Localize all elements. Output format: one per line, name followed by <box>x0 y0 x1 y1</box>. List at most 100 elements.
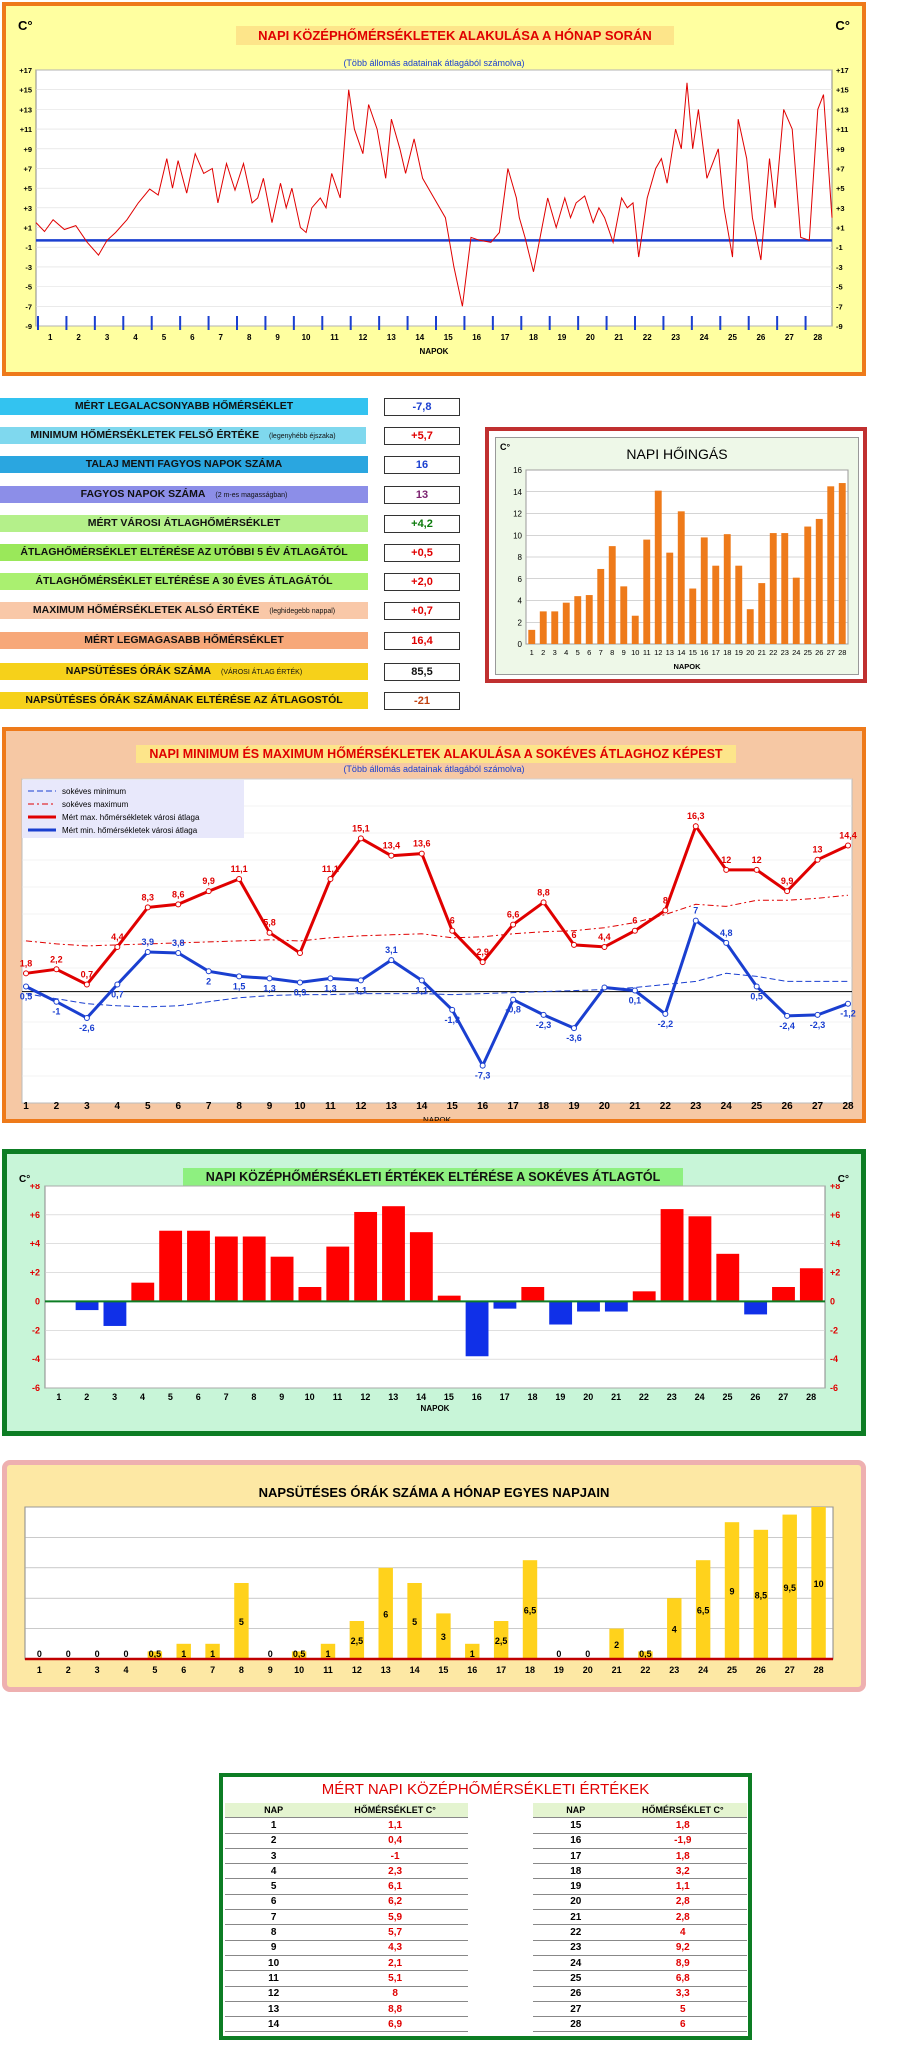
chart1-xtick: 11 <box>330 333 339 342</box>
chart4-unit-left: C° <box>19 1174 31 1185</box>
table-row: 22 4 <box>533 1924 747 1941</box>
temp-cell: 0,4 <box>322 1833 468 1849</box>
table-row: 18 3,2 <box>533 1863 747 1880</box>
stat-label-text: MÉRT LEGMAGASABB HŐMÉRSÉKLET <box>84 633 284 646</box>
table-row: 21 2,8 <box>533 1909 747 1926</box>
chart1-ytick-left: -3 <box>25 263 32 272</box>
chart2-bar <box>723 534 731 644</box>
chart4-ytick-left: +4 <box>30 1239 40 1249</box>
chart2-ytick: 12 <box>513 510 522 519</box>
chart1-xtick: 12 <box>358 333 367 342</box>
chart3-min-point <box>784 1012 791 1019</box>
chart1-ytick-left: +15 <box>19 86 32 95</box>
chart4-bar <box>493 1301 517 1309</box>
chart4-bar <box>604 1301 628 1312</box>
chart2-ytick: 8 <box>518 553 523 562</box>
chart2-bar <box>585 595 593 644</box>
chart3-min-point <box>144 949 151 956</box>
chart4-bar <box>214 1236 238 1302</box>
chart2-ytick: 4 <box>518 597 523 606</box>
chart5-bar-label: 0 <box>268 1649 273 1659</box>
table-row: 3 -1 <box>225 1848 468 1865</box>
chart5-bar <box>493 1621 509 1659</box>
chart5-xtick: 1 <box>37 1665 42 1675</box>
table-row: 26 3,3 <box>533 1986 747 2002</box>
chart1-ytick-right: -3 <box>836 263 843 272</box>
stat-value: 16,4 <box>384 631 460 650</box>
chart4-unit-right: C° <box>837 1174 849 1185</box>
chart4-xtick: 23 <box>667 1392 677 1402</box>
chart5-title: NAPSÜTÉSES ÓRÁK SZÁMA A HÓNAP EGYES NAPJ… <box>258 1485 610 1500</box>
chart3-min-label: -7,3 <box>475 1071 491 1081</box>
temp-cell: 4 <box>618 1924 747 1941</box>
chart3-max-point <box>388 852 395 859</box>
chart3-max-point <box>510 921 517 928</box>
chart3-max-label: 6 <box>571 930 576 940</box>
day-cell: 6 <box>225 1894 323 1911</box>
chart2-bar <box>781 533 789 644</box>
chart1-xtick: 10 <box>302 333 311 342</box>
chart4-xtick: 21 <box>611 1392 621 1402</box>
chart2-bar <box>677 511 685 644</box>
chart1-xtick: 24 <box>700 333 709 342</box>
chart3-min-point <box>449 1006 456 1013</box>
chart5-bar <box>436 1613 451 1659</box>
chart3-max-point <box>144 904 151 911</box>
chart2-bar <box>562 602 570 644</box>
chart3-max-point <box>449 927 456 934</box>
chart2-xtick: 22 <box>769 648 777 657</box>
chart5-xtick: 15 <box>438 1665 448 1675</box>
chart3-xtick: 25 <box>751 1101 763 1112</box>
stat-value: 85,5 <box>384 662 460 681</box>
chart2-bar <box>700 537 708 644</box>
chart3-min-point <box>357 977 364 984</box>
chart2-xtick: 25 <box>804 648 812 657</box>
chart3-max-label: 15,1 <box>352 823 370 833</box>
chart3-min-point <box>175 950 182 957</box>
chart2-title: NAPI HŐINGÁS <box>626 446 728 462</box>
chart2-bar <box>769 533 777 644</box>
chart4-bar <box>270 1256 294 1302</box>
chart4-xtick: 27 <box>778 1392 788 1402</box>
chart4-xtick: 18 <box>527 1392 537 1402</box>
temp-cell: 1,1 <box>322 1817 468 1834</box>
chart2-bar <box>792 577 800 644</box>
temp-cell: 6,2 <box>322 1894 468 1911</box>
temp-cell: 5 <box>618 2001 747 2018</box>
chart5-bar <box>811 1507 826 1659</box>
day-cell: 17 <box>533 1848 619 1865</box>
chart4-xtick: 7 <box>224 1392 229 1402</box>
chart3-xtick: 27 <box>812 1101 824 1112</box>
chart5-bar-label: 0 <box>585 1649 590 1659</box>
chart3-max-label: 12 <box>752 855 762 865</box>
chart1-ytick-right: +15 <box>836 86 849 95</box>
chart2-xlabel: NAPOK <box>673 662 701 671</box>
temp-cell: 1,1 <box>618 1878 747 1895</box>
chart4-title: NAPI KÖZÉPHŐMÉRSÉKLETI ÉRTÉKEK ELTÉRÉSE … <box>183 1168 683 1186</box>
table-row: 13 8,8 <box>225 2001 468 2018</box>
day-cell: 27 <box>533 2001 619 2018</box>
chart4-bar <box>799 1268 823 1302</box>
chart1-xtick: 22 <box>643 333 652 342</box>
chart3-max-label: 14,4 <box>839 831 857 841</box>
chart5-bar <box>724 1522 740 1659</box>
chart3-min-point <box>571 1025 577 1032</box>
chart3-min-label: -2,6 <box>79 1023 95 1033</box>
chart1-xtick: 9 <box>275 333 280 342</box>
table-right: NAP HŐMÉRSÉKLET C° 15 1,8 16 -1,9 17 1,8 18 3,2 19… <box>533 1803 747 2033</box>
chart4-xtick: 19 <box>555 1392 565 1402</box>
chart3-min-label: 2 <box>206 976 211 986</box>
table-header-row: NAP HŐMÉRSÉKLET C° <box>533 1803 747 1819</box>
stat-value: 16 <box>384 456 460 475</box>
chart1-mean-temp-line <box>35 82 833 307</box>
chart3-xtick: 8 <box>236 1101 242 1112</box>
chart1-ytick-right: -9 <box>836 322 843 331</box>
stat-value: +0,7 <box>384 602 460 621</box>
temp-cell: 8,9 <box>618 1955 747 1972</box>
chart1-xtick: 21 <box>614 333 623 342</box>
chart3-max-point <box>723 866 730 873</box>
chart3-max-label: 0,7 <box>81 969 94 979</box>
table-row: 19 1,1 <box>533 1878 747 1895</box>
chart4-bar <box>75 1301 99 1311</box>
chart3-xtick: 17 <box>508 1101 520 1112</box>
